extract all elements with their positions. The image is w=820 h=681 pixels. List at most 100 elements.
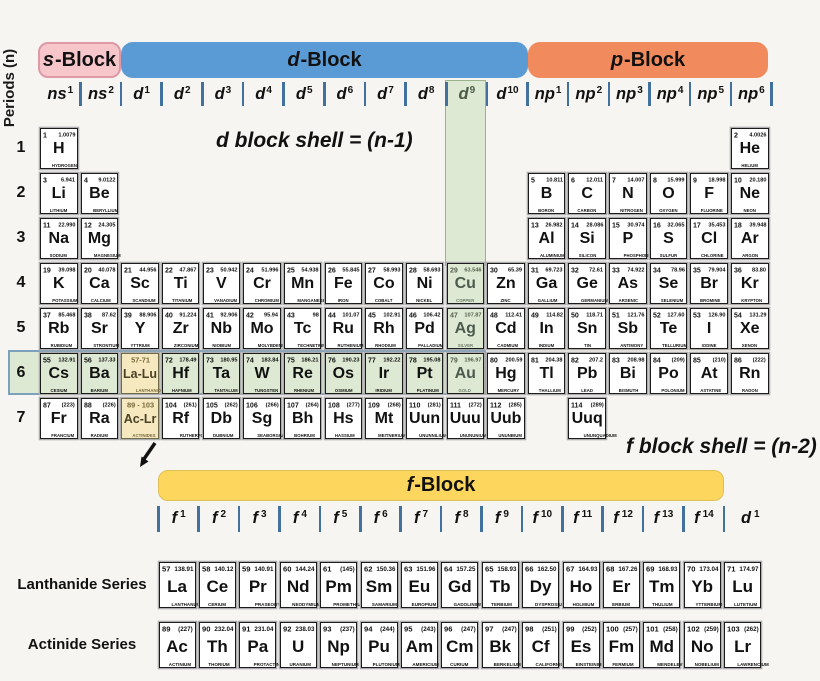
element-name: AMERICIUM [412, 662, 439, 668]
atomic-number: 71 [727, 565, 736, 574]
element-cell-Mo: 42 95.94 Mo MOLYBDENUM [243, 308, 289, 349]
element-symbol: Hs [333, 410, 354, 428]
atomic-number: 94 [363, 625, 372, 634]
element-cell-Rn: 86 (222) Rn RADON [731, 353, 769, 394]
element-cell-U: 92 238.03 U URANIUM [279, 622, 317, 668]
orbital-label-ns1: ns 1 [47, 84, 74, 103]
element-symbol: Au [454, 365, 476, 383]
element-cell-B: 5 10.811 B BORON [527, 173, 566, 214]
orbital-label-f10: f 10 [532, 508, 553, 527]
atomic-mass: 40.078 [98, 266, 116, 273]
element-symbol: Er [612, 576, 631, 596]
element-cell-In: 49 114.82 In INDIUM [527, 308, 566, 349]
atomic-number: 41 [205, 311, 214, 320]
atomic-mass: 204.38 [545, 356, 563, 363]
element-symbol: Eu [408, 576, 431, 596]
element-symbol: Ra [89, 410, 110, 428]
column-tick [601, 506, 604, 532]
element-cell-Bh: 107 (264) Bh BOHRIUM [283, 398, 322, 439]
element-name: ERBIUM [612, 602, 631, 608]
element-name: BERKELIUM [493, 662, 521, 668]
atomic-number: 74 [246, 356, 255, 365]
element-cell-Cu: 29 63.546 Cu COPPER [446, 263, 484, 304]
atomic-number: 26 [327, 266, 336, 275]
element-cell-S: 16 32.065 S SULFUR [649, 218, 688, 259]
atomic-number: 107 [286, 401, 299, 410]
atomic-number: 23 [205, 266, 214, 275]
element-symbol: Pr [248, 576, 267, 596]
element-name: ACTINIDES [132, 432, 156, 438]
f-block-letter: f [406, 474, 414, 496]
atomic-number: 102 [686, 625, 700, 634]
atomic-number: 17 [693, 221, 702, 230]
element-symbol: Mt [374, 410, 394, 428]
element-symbol: Pu [368, 636, 390, 656]
atomic-number: 77 [368, 356, 377, 365]
element-name: BORON [538, 207, 555, 213]
element-cell-La-Lu: 57-71 La-Lu LANTHANIDES [121, 353, 167, 394]
element-symbol: N [622, 185, 634, 203]
atomic-mass: 91.224 [179, 311, 197, 318]
element-cell-Cr: 24 51.996 Cr CHROMIUM [243, 263, 281, 304]
element-name: GOLD [459, 387, 472, 393]
element-symbol: Db [210, 410, 232, 428]
element-cell-Sc: 21 44.956 Sc SCANDIUM [121, 263, 159, 304]
element-cell-Cs: 55 132.91 Cs CESIUM [40, 353, 78, 394]
atomic-number: 40 [164, 311, 173, 320]
element-name: RUBIDIUM [50, 342, 73, 348]
element-symbol: Rn [739, 365, 761, 383]
atomic-number: 3 [43, 176, 47, 185]
element-name: SILICON [578, 252, 596, 258]
element-symbol: Sg [251, 410, 273, 428]
element-symbol: Ba [89, 365, 110, 383]
atomic-mass: 47.867 [179, 266, 197, 273]
atomic-mass: (251) [542, 624, 557, 632]
element-symbol: La [167, 576, 187, 596]
atomic-mass: 173.04 [699, 564, 719, 572]
element-symbol: C [581, 185, 593, 203]
element-cell-Ta: 73 180.95 Ta TANTALUM [202, 353, 241, 394]
atomic-mass: 55.845 [342, 266, 360, 273]
element-symbol: Ag [454, 320, 476, 338]
element-name: DUBNIUM [212, 432, 234, 438]
element-name: GERMANIUM [581, 297, 609, 303]
column-tick [607, 82, 611, 106]
element-symbol: No [690, 636, 714, 656]
atomic-mass: (226) [102, 401, 116, 408]
element-symbol: Sc [130, 275, 150, 293]
element-symbol: Ge [576, 275, 598, 293]
atomic-mass: 196.97 [464, 356, 482, 363]
element-symbol: Br [700, 275, 719, 293]
element-cell-Np: 93 (237) Np NEPTUNIUM [320, 622, 359, 668]
atomic-number: 43 [286, 311, 295, 320]
element-name: ARSENIC [618, 297, 639, 303]
element-name: PLUTONIUM [372, 662, 400, 668]
element-name: FLUORINE [701, 207, 724, 213]
atomic-number: 65 [484, 565, 494, 574]
atomic-mass: (210) [712, 356, 726, 363]
element-name: THORIUM [208, 662, 230, 668]
element-symbol: Xe [740, 320, 760, 338]
atomic-number: 45 [368, 311, 377, 320]
element-cell-Th: 90 232.04 Th THORIUM [198, 622, 236, 668]
atomic-number: 84 [652, 356, 661, 365]
element-cell-Es: 99 (252) Es EINSTEINIUM [562, 622, 605, 668]
atomic-number: 70 [686, 565, 696, 574]
element-symbol: Li [51, 185, 66, 203]
element-cell-Rf: 104 (261) Rf RUTHERFORDIUM [161, 398, 218, 439]
element-symbol: Am [405, 636, 434, 656]
element-cell-K: 19 39.098 K POTASSIUM [40, 263, 78, 304]
atomic-mass: 151.96 [416, 564, 436, 572]
atomic-mass: 186.21 [301, 356, 319, 363]
element-cell-Xe: 54 131.29 Xe XENON [731, 308, 769, 349]
element-cell-Rh: 45 102.91 Rh RHODIUM [365, 308, 403, 349]
element-name: CERIUM [208, 602, 227, 608]
atomic-mass: 132.91 [57, 356, 75, 363]
column-tick [641, 506, 645, 532]
element-symbol: Pa [247, 636, 269, 656]
